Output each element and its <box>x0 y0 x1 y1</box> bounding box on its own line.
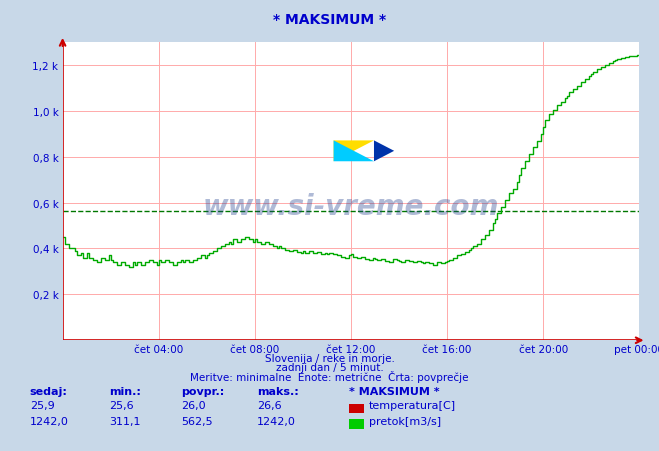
Text: temperatura[C]: temperatura[C] <box>369 400 456 410</box>
Text: www.si-vreme.com: www.si-vreme.com <box>203 193 499 221</box>
Text: 25,6: 25,6 <box>109 400 133 410</box>
Text: * MAKSIMUM *: * MAKSIMUM * <box>349 387 440 396</box>
Polygon shape <box>374 141 394 162</box>
Text: sedaj:: sedaj: <box>30 387 67 396</box>
Text: Slovenija / reke in morje.: Slovenija / reke in morje. <box>264 354 395 364</box>
Text: pretok[m3/s]: pretok[m3/s] <box>369 416 441 426</box>
Text: 1242,0: 1242,0 <box>30 416 69 426</box>
Text: Meritve: minimalne  Enote: metrične  Črta: povprečje: Meritve: minimalne Enote: metrične Črta:… <box>190 371 469 382</box>
Text: 562,5: 562,5 <box>181 416 213 426</box>
Text: 25,9: 25,9 <box>30 400 55 410</box>
Text: 1242,0: 1242,0 <box>257 416 296 426</box>
Text: 311,1: 311,1 <box>109 416 140 426</box>
Text: 26,6: 26,6 <box>257 400 281 410</box>
Polygon shape <box>333 141 374 162</box>
Text: * MAKSIMUM *: * MAKSIMUM * <box>273 14 386 27</box>
Text: min.:: min.: <box>109 387 140 396</box>
Text: 26,0: 26,0 <box>181 400 206 410</box>
Text: zadnji dan / 5 minut.: zadnji dan / 5 minut. <box>275 363 384 373</box>
Polygon shape <box>333 141 374 162</box>
Text: povpr.:: povpr.: <box>181 387 225 396</box>
Text: maks.:: maks.: <box>257 387 299 396</box>
